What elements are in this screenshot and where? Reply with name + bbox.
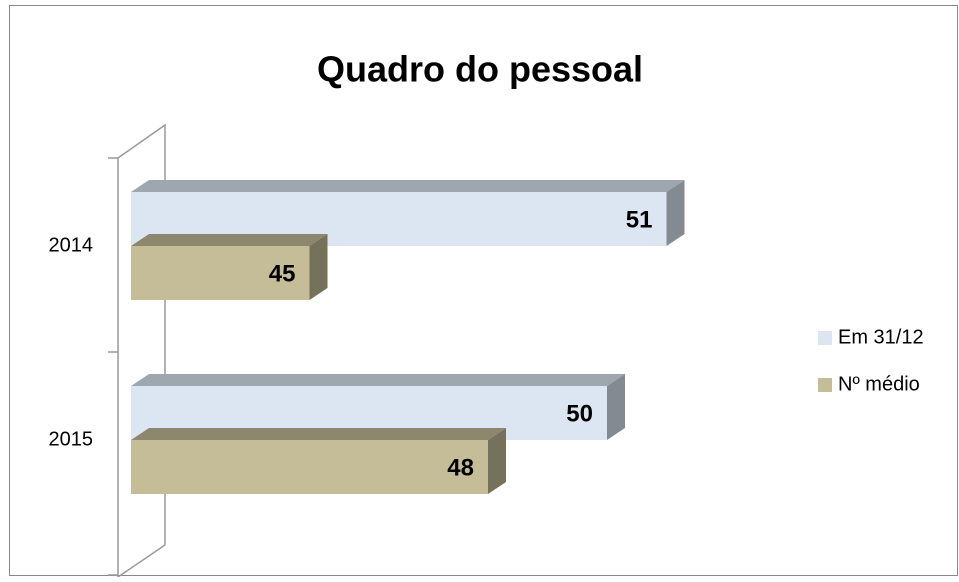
bar-side xyxy=(607,374,625,440)
wall-outline xyxy=(117,123,166,578)
data-label: 45 xyxy=(269,260,296,287)
bar-side xyxy=(309,234,328,300)
chart-title: Quadro do pessoal xyxy=(317,49,643,90)
legend-swatch xyxy=(818,331,832,345)
bar xyxy=(131,246,310,300)
bar-side xyxy=(666,180,685,246)
y-tick-label: 2014 xyxy=(49,234,94,256)
y-tick-label: 2015 xyxy=(49,428,94,450)
legend-label: Nº médio xyxy=(838,373,920,395)
bar-side xyxy=(488,428,506,494)
legend-swatch xyxy=(818,378,832,392)
data-label: 48 xyxy=(447,454,474,481)
bar-top xyxy=(131,234,328,246)
bar-top xyxy=(131,374,625,386)
bar xyxy=(131,440,488,494)
back-wall xyxy=(108,123,166,578)
bar-top xyxy=(131,180,685,192)
data-label: 51 xyxy=(626,206,653,233)
data-label: 50 xyxy=(566,400,593,427)
legend-label: Em 31/12 xyxy=(838,326,924,348)
bar-top xyxy=(131,428,506,440)
